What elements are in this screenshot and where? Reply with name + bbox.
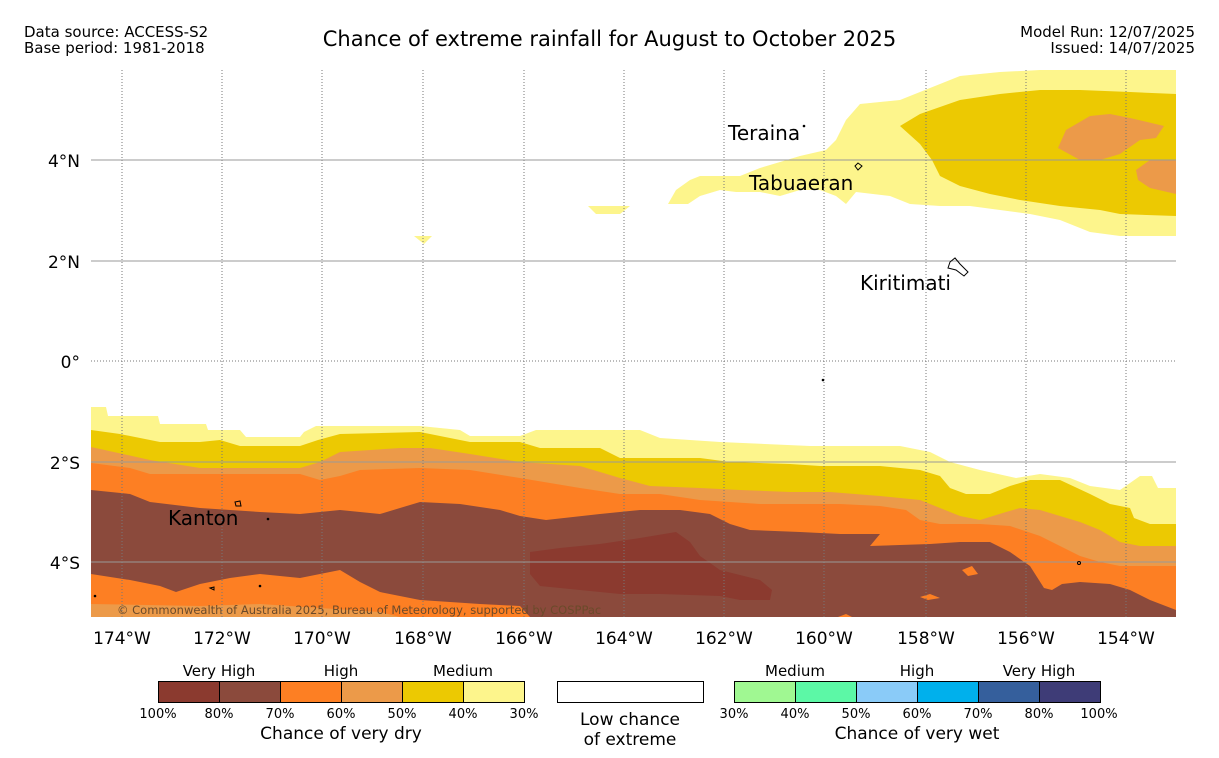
lon-label-158w: 158°W [897, 629, 955, 649]
lon-label-170w: 170°W [293, 629, 351, 649]
dry-swatch-70-60 [280, 682, 341, 702]
island-dot-6 [93, 594, 97, 598]
band-north-60-50 [1058, 114, 1164, 160]
label-kanton: Kanton [168, 506, 238, 530]
dry-category-very-high: Very High [182, 662, 256, 680]
low-chance-label: Low chance of extreme [550, 710, 710, 750]
band-south-bottom-70-60 [91, 570, 530, 617]
map-title: Chance of extreme rainfall for August to… [322, 27, 897, 51]
lat-label-4s: 4°S [50, 554, 80, 574]
lon-label-174w: 174°W [93, 629, 151, 649]
wet-tick-30: 30% [719, 707, 749, 722]
dry-tick-30: 30% [509, 707, 539, 722]
wet-colorbar [734, 681, 1101, 703]
low-chance-line2: of extreme [583, 730, 677, 750]
copyright-text: © Commonwealth of Australia 2025, Bureau… [117, 603, 601, 617]
low-chance-line1: Low chance [580, 710, 680, 730]
wet-swatch-40-50 [795, 682, 856, 702]
wet-category-very-high: Very High [1002, 662, 1076, 680]
data-source-block: Data source: ACCESS-S2 Base period: 1981… [24, 24, 208, 56]
band-north-60-50-east [1136, 160, 1176, 194]
dry-category-high: High [323, 662, 359, 680]
wet-tick-100: 100% [1080, 707, 1118, 722]
lon-label-168w: 168°W [394, 629, 452, 649]
dry-spot-1 [838, 614, 852, 617]
lon-label-162w: 162°W [695, 629, 753, 649]
band-north-patch-2 [414, 236, 432, 244]
lon-label-154w: 154°W [1097, 629, 1155, 649]
label-tabuaeran: Tabuaeran [748, 171, 853, 195]
island-kanton [234, 500, 242, 507]
band-south-100-80 [530, 532, 772, 600]
island-dot-1 [821, 378, 825, 382]
dry-tick-60: 60% [326, 707, 356, 722]
band-south-bottom-60-50 [91, 604, 400, 617]
lon-label-172w: 172°W [193, 629, 251, 649]
lon-label-156w: 156°W [997, 629, 1055, 649]
islands [93, 124, 1081, 598]
wet-category-high: High [899, 662, 935, 680]
island-tabuaeran [854, 162, 863, 171]
dry-colorbar [158, 681, 525, 703]
base-period-text: Base period: 1981-2018 [24, 39, 205, 57]
model-run-text: Model Run: 12/07/2025 [1020, 23, 1195, 41]
dry-swatch-80-70 [219, 682, 280, 702]
dry-tick-40: 40% [448, 707, 478, 722]
label-kiritimati: Kiritimati [860, 271, 951, 295]
label-teraina: Teraina [727, 121, 800, 145]
wet-swatch-80-100 [1039, 682, 1100, 702]
dry-swatch-60-50 [341, 682, 402, 702]
wet-tick-70: 70% [963, 707, 993, 722]
lon-label-164w: 164°W [595, 629, 653, 649]
dry-tick-50: 50% [387, 707, 417, 722]
wet-category-medium: Medium [765, 662, 825, 680]
dry-swatch-50-40 [402, 682, 463, 702]
wet-tick-60: 60% [902, 707, 932, 722]
map-plot-area [91, 70, 1176, 617]
island-kiritimati [947, 257, 969, 277]
dry-tick-100: 100% [139, 707, 177, 722]
dry-tick-80: 80% [204, 707, 234, 722]
wet-tick-40: 40% [780, 707, 810, 722]
island-dot-7 [802, 124, 806, 128]
lat-label-0: 0° [61, 353, 80, 373]
lon-label-160w: 160°W [795, 629, 853, 649]
lat-label-2n: 2°N [48, 253, 80, 273]
grid-lines [91, 70, 1176, 617]
wet-swatch-60-70 [917, 682, 978, 702]
dry-category-medium: Medium [433, 662, 493, 680]
lat-label-4n: 4°N [48, 152, 80, 172]
lon-label-166w: 166°W [495, 629, 553, 649]
low-chance-swatch [557, 681, 704, 703]
data-source-text: Data source: ACCESS-S2 [24, 23, 209, 41]
dry-spot-3 [962, 566, 978, 576]
dry-legend-title: Chance of very dry [260, 724, 422, 744]
wet-swatch-70-80 [978, 682, 1039, 702]
dry-tick-70: 70% [265, 707, 295, 722]
lat-label-2s: 2°S [50, 454, 80, 474]
dry-swatch-40-30 [463, 682, 524, 702]
island-dot-4 [208, 586, 215, 591]
run-info-block: Model Run: 12/07/2025 Issued: 14/07/2025 [1020, 24, 1195, 56]
band-north-patch-1 [588, 206, 630, 214]
wet-tick-80: 80% [1024, 707, 1054, 722]
dry-spot-2 [920, 594, 940, 600]
island-dot-3 [258, 584, 262, 588]
island-dot-5 [1077, 561, 1081, 565]
wet-legend-title: Chance of very wet [834, 724, 1000, 744]
wet-swatch-30-40 [735, 682, 795, 702]
island-dot-2 [266, 517, 270, 521]
wet-tick-50: 50% [841, 707, 871, 722]
dry-swatch-100-80 [159, 682, 219, 702]
wet-swatch-50-60 [856, 682, 917, 702]
issued-text: Issued: 14/07/2025 [1050, 39, 1195, 57]
